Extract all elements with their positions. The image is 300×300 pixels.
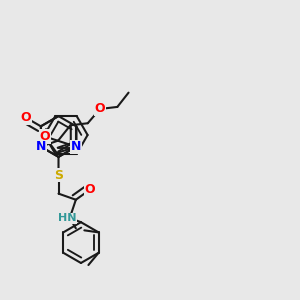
Text: S: S <box>54 169 63 182</box>
Text: O: O <box>20 111 31 124</box>
Text: O: O <box>40 130 50 143</box>
Text: O: O <box>95 103 105 116</box>
Text: O: O <box>85 183 95 196</box>
Text: HN: HN <box>58 213 76 223</box>
Text: N: N <box>36 140 46 153</box>
Text: N: N <box>71 140 81 153</box>
